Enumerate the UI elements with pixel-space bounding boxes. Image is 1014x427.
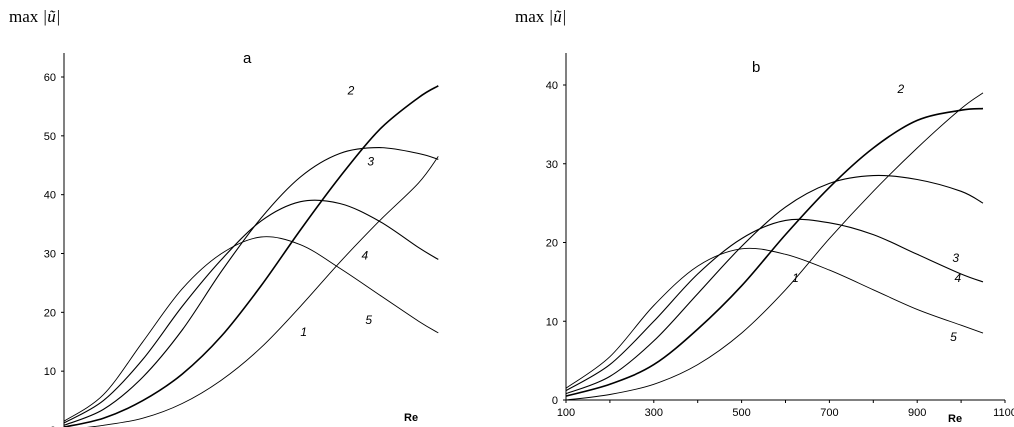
panel-b-curve-labels: 1 2 3 4 5	[792, 82, 961, 344]
panel-b-y-tick-label: 40	[546, 80, 558, 92]
panel-a-y-tick-label: 0	[50, 425, 56, 427]
panel-b-x-tick-label: 1100	[993, 407, 1014, 419]
panel-b-y-axis-label: max |ũ|	[515, 7, 566, 26]
panel-a-curves	[63, 85, 439, 427]
panel-b-x-tick-label: 100	[557, 407, 575, 419]
panel-a-y-tick-label: 40	[44, 190, 56, 202]
panel-b-curve-label-3: 3	[952, 251, 959, 265]
panel-a-y-tick-label: 50	[44, 131, 56, 143]
panel-b-x-axis-label: Re	[948, 413, 962, 425]
panel-a-y-ticks: 0 10 20 30 40 50 60	[44, 72, 64, 427]
panel-a-x-axis-label: Re	[404, 412, 418, 424]
panel-b-y-tick-label: 20	[546, 238, 558, 250]
panel-a-curve-labels: 1 2 3 4 5	[300, 84, 374, 339]
panel-b-x-tick-label: 500	[732, 407, 750, 419]
panel-b-y-ticks: 0 10 20 30 40	[546, 80, 566, 407]
panel-a-curve-5	[63, 236, 439, 422]
panel-a-y-tick-label: 10	[44, 366, 56, 378]
panel-a-curve-label-3: 3	[367, 154, 374, 168]
panel-a-curve-label-1: 1	[300, 325, 307, 339]
panel-a-curve-label-2: 2	[347, 84, 355, 98]
panel-a-curve-2	[63, 85, 439, 427]
panel-b-y-tick-label: 10	[546, 316, 558, 328]
panel-a-curve-1	[86, 156, 439, 427]
panel-b-curve-1	[565, 92, 984, 401]
panel-a-curve-4	[63, 199, 439, 424]
panel-a-y-axis-label: max |ũ|	[9, 7, 60, 26]
panel-b-x-tick-label: 900	[908, 407, 926, 419]
panel-b-y-tick-label: 30	[546, 159, 558, 171]
panel-b-x-tick-label: 700	[820, 407, 838, 419]
panel-b-letter: b	[752, 59, 760, 76]
panel-a-y-tick-label: 20	[44, 307, 56, 319]
panel-a-curve-label-4: 4	[361, 248, 368, 262]
panel-a-curve-3	[63, 147, 439, 426]
panel-b-curves	[565, 92, 984, 401]
panel-b-x-ticks: 100 300 500 700 900 1100	[557, 400, 1014, 419]
panel-b-curve-4	[565, 218, 984, 392]
panel-b-curve-3	[565, 174, 984, 395]
panel-b-curve-label-5: 5	[950, 330, 957, 344]
panel-b-x-tick-label: 300	[645, 407, 663, 419]
panel-a-curve-label-5: 5	[365, 313, 372, 327]
panel-b-curve-label-4: 4	[955, 271, 962, 285]
panel-b-curve-label-1: 1	[792, 271, 799, 285]
panel-b-curve-label-2: 2	[896, 82, 904, 96]
panel-b-y-tick-label: 0	[552, 395, 558, 407]
panel-b-curve-2	[565, 107, 984, 397]
panel-b-curve-5	[565, 247, 984, 389]
panel-a: max |ũ| a 0102030405060 1003005007009001…	[9, 7, 439, 427]
panel-a-y-tick-label: 60	[44, 72, 56, 84]
panel-a-letter: a	[243, 50, 252, 67]
panel-a-y-tick-label: 30	[44, 249, 56, 261]
